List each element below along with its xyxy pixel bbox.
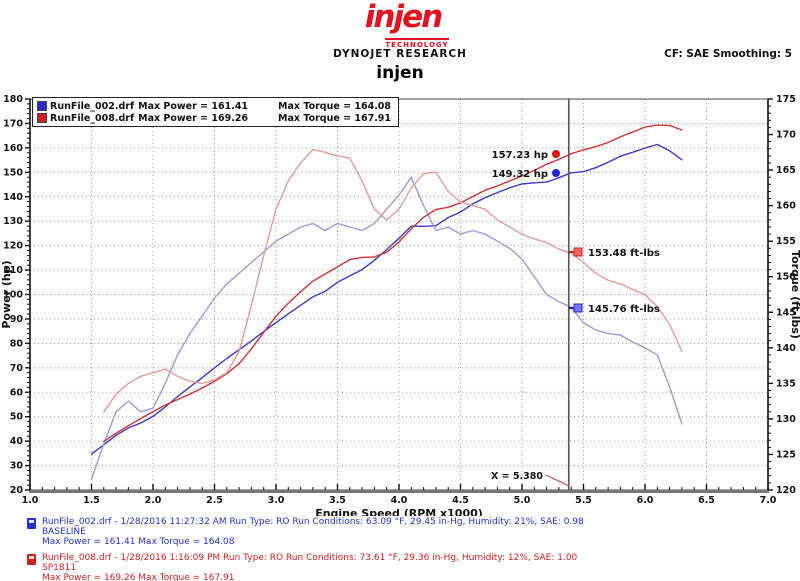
x-tick-label: 2.5: [206, 495, 223, 506]
legend-swatch-red: [37, 113, 47, 123]
annotation-power-red: 157.23 hp: [492, 150, 548, 161]
y-left-tick-label: 160: [3, 143, 23, 154]
legend-maxtorque-blue: Max Torque = 164.08: [278, 100, 392, 112]
dyno-chart: 1.0 1.5 2.0 2.5 3.0 3.5 4.0 4.5 5.0 5.5 6.0 6.5 7.0 3…: [0, 94, 800, 516]
y-left-tick-label: 20: [10, 485, 24, 496]
marker-power-blue-dot[interactable]: [552, 169, 560, 177]
annotation-power-blue: 149.32 hp: [492, 169, 548, 180]
run-info-baseline: RunFile_002.drf - 1/28/2016 11:27:32 AM …: [0, 516, 800, 549]
y-right-tick-label: 165: [776, 165, 796, 176]
y-left-tick-label: 80: [10, 338, 24, 349]
runfile-icon-red[interactable]: [27, 554, 36, 565]
y-left-tick-label: 140: [3, 192, 23, 203]
dynojet-research-label: DYNOJET RESEARCH: [333, 48, 467, 60]
curve-0: [90, 143, 683, 455]
annotation-torque-blue: 145.76 ft-lbs: [588, 304, 660, 315]
legend-file-red: RunFile_008.drf: [50, 112, 135, 124]
cursor-x-label: X = 5.380: [491, 471, 543, 482]
legend-row-baseline: RunFile_002.drf Max Power = 161.41 Max T…: [37, 100, 391, 112]
y-left-tick-label: 120: [3, 241, 23, 252]
injen-logo: injen TECHNOLOGY: [348, 2, 458, 51]
run-conditions-blue: RunFile_002.drf - 1/28/2016 11:27:32 AM …: [42, 517, 584, 527]
marker-power-red-dot[interactable]: [552, 150, 560, 158]
run-info-sp1811: RunFile_008.drf - 1/28/2016 1:16:09 PM R…: [0, 552, 800, 581]
header: injen TECHNOLOGY DYNOJET RESEARCH CF: SA…: [0, 0, 800, 90]
run-max-blue: Max Power = 161.41 Max Torque = 164.08: [42, 537, 235, 547]
legend-row-sp1811: RunFile_008.drf Max Power = 169.26 Max T…: [37, 112, 391, 124]
runfile-icon-blue[interactable]: [27, 518, 36, 529]
legend-swatch-blue: [37, 101, 47, 111]
y-left-tick-label: 50: [10, 412, 24, 423]
y-left-tick-label: 70: [10, 363, 24, 374]
x-tick-label: 3.5: [329, 495, 346, 506]
cursor-leader-line: [545, 474, 570, 487]
y-left-tick-label: 60: [10, 387, 24, 398]
x-tick-label: 6.5: [698, 495, 715, 506]
legend-maxtorque-red: Max Torque = 167.91: [278, 112, 392, 124]
x-tick-label: 3.0: [268, 495, 285, 506]
run-label-red: SP1811: [42, 563, 77, 573]
y-right-tick-label: 140: [776, 343, 796, 354]
y-right-tick-label: 130: [776, 414, 796, 425]
y-left-axis-title: Power (hp): [0, 260, 13, 328]
x-axis-title: Engine Speed (RPM x1000): [315, 507, 483, 516]
correction-smoothing-label: CF: SAE Smoothing: 5: [664, 48, 792, 60]
x-tick-label: 5.5: [575, 495, 592, 506]
y-left-tick-label: 100: [3, 290, 23, 301]
x-tick-label: 5.0: [514, 495, 531, 506]
x-tick-label: 1.0: [22, 495, 39, 506]
run-conditions-red: RunFile_008.drf - 1/28/2016 1:16:09 PM R…: [42, 553, 578, 563]
x-tick-label: 4.0: [391, 495, 408, 506]
y-right-tick-label: 150: [776, 272, 796, 283]
x-tick-label: 6.0: [637, 495, 654, 506]
y-left-tick-label: 170: [3, 118, 23, 129]
y-right-tick-label: 170: [776, 130, 796, 141]
y-left-tick-label: 90: [10, 314, 24, 325]
legend-file-blue: RunFile_002.drf: [50, 100, 135, 112]
y-right-axis-title: Torque (ft-lbs): [789, 250, 800, 339]
x-tick-label: 4.5: [452, 495, 469, 506]
y-left-tick-label: 130: [3, 216, 23, 227]
legend-box: RunFile_002.drf Max Power = 161.41 Max T…: [32, 97, 400, 127]
y-right-tick-label: 155: [776, 236, 796, 247]
y-right-tick-label: 175: [776, 94, 796, 105]
graph-title: injen: [376, 63, 424, 83]
y-right-tick-label: 160: [776, 201, 796, 212]
injen-logo-subtext: TECHNOLOGY: [385, 38, 449, 49]
marker-torque-red-square[interactable]: [573, 247, 583, 257]
y-right-tick-label: 145: [776, 307, 796, 318]
curve-1: [90, 176, 683, 480]
run-info-footer: RunFile_002.drf - 1/28/2016 11:27:32 AM …: [0, 516, 800, 581]
y-left-tick-label: 110: [3, 265, 23, 276]
y-left-tick-label: 40: [10, 436, 24, 447]
legend-maxpower-blue: Max Power = 161.41: [138, 100, 249, 112]
x-tick-label: 1.5: [83, 495, 100, 506]
y-left-tick-label: 150: [3, 167, 23, 178]
x-tick-label: 7.0: [760, 495, 777, 506]
run-label-blue: BASELINE: [42, 527, 86, 537]
y-right-tick-label: 135: [776, 378, 796, 389]
curve-2: [103, 124, 683, 443]
injen-logo-text: injen: [364, 0, 443, 35]
y-left-tick-label: 30: [10, 461, 24, 472]
x-tick-label: 2.0: [145, 495, 162, 506]
marker-torque-blue-square[interactable]: [573, 303, 583, 313]
y-right-tick-label: 120: [776, 485, 796, 496]
run-max-red: Max Power = 169.26 Max Torque = 167.91: [42, 573, 235, 581]
y-left-tick-label: 180: [3, 94, 23, 105]
legend-maxpower-red: Max Power = 169.26: [138, 112, 249, 124]
annotation-torque-red: 153.48 ft-lbs: [588, 248, 660, 259]
curve-3: [103, 148, 683, 413]
y-right-tick-label: 125: [776, 449, 796, 460]
